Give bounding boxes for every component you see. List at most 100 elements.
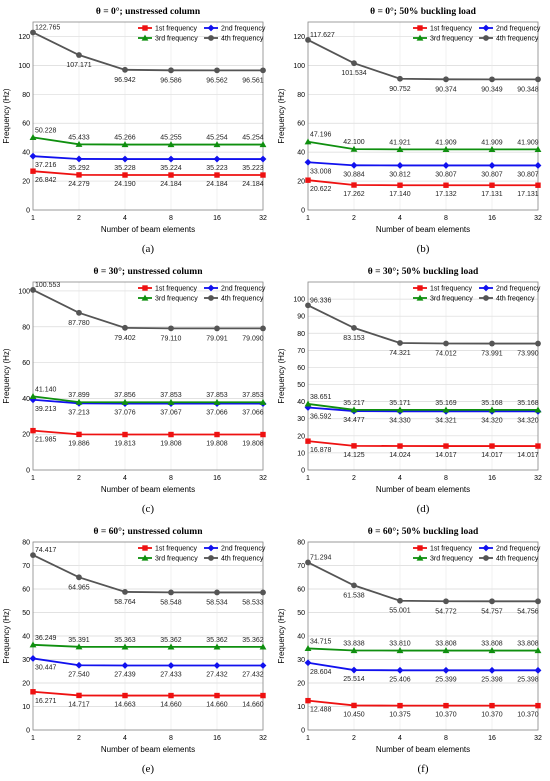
legend-label: 2nd frequency <box>221 26 266 33</box>
x-tick-label: 32 <box>534 215 542 222</box>
y-tick-label: 120 <box>18 34 30 41</box>
data-point <box>30 427 36 434</box>
x-tick-label: 16 <box>213 215 221 222</box>
data-point <box>304 659 312 667</box>
y-tick-label: 20 <box>297 179 305 186</box>
data-point <box>122 172 128 178</box>
x-tick-label: 4 <box>398 475 402 482</box>
data-label: 64.965 <box>68 584 90 591</box>
data-point <box>30 29 36 36</box>
data-label: 41.921 <box>389 139 411 146</box>
data-point <box>534 145 542 152</box>
chart-d: θ = 30°; 50% buckling load 0 10 20 30 40 50 60 7… <box>277 266 542 515</box>
series-4 <box>305 302 541 347</box>
x-tick-label: 1 <box>306 735 310 742</box>
legend-label: 1st frequency <box>155 26 198 33</box>
series-line <box>32 398 263 405</box>
chart-title: θ = 60°; unstressed column <box>93 526 203 537</box>
series-4 <box>30 552 266 596</box>
data-label: 35.362 <box>206 637 228 644</box>
data-label: 33.810 <box>389 641 411 648</box>
series-line <box>307 406 538 413</box>
data-point <box>442 406 450 413</box>
y-tick-label: 90 <box>297 314 305 321</box>
data-label: 45.254 <box>242 135 264 142</box>
y-tick-label: 20 <box>22 179 30 186</box>
data-label: 25.398 <box>481 676 503 683</box>
data-label: 45.254 <box>206 135 228 142</box>
plot-frame <box>32 21 264 211</box>
data-point <box>213 662 221 669</box>
data-point <box>214 67 220 74</box>
series-4 <box>305 559 541 605</box>
y-tick-label: 50 <box>22 610 30 617</box>
data-label: 73.990 <box>517 351 539 358</box>
chart-panel-c: θ = 30°; unstressed column 0 20 40 60 80 100 1 2… <box>0 260 275 520</box>
y-tick-label: 30 <box>297 416 305 423</box>
data-point <box>76 431 82 438</box>
y-tick-label: 0 <box>26 208 30 215</box>
panel-caption: (f) <box>418 763 429 775</box>
legend-marker <box>416 554 424 561</box>
legend-label: 1st frequency <box>430 546 473 553</box>
data-label: 24.190 <box>114 181 136 188</box>
legend-label: 4th frequency <box>221 36 264 43</box>
series-2 <box>29 655 267 669</box>
y-axis-label: Frequency (Hz) <box>2 348 11 403</box>
x-tick-label: 32 <box>259 735 267 742</box>
series-line <box>307 140 538 151</box>
data-label: 17.262 <box>343 191 365 198</box>
series-line <box>32 31 264 72</box>
legend-label: 4th frequency <box>496 556 539 563</box>
data-point <box>442 145 450 152</box>
data-label: 24.184 <box>160 181 182 188</box>
data-point <box>535 182 541 188</box>
data-label: 58.533 <box>242 599 264 606</box>
data-label: 35.171 <box>389 400 411 407</box>
data-point <box>29 655 37 662</box>
data-point <box>259 398 267 405</box>
panel-caption: (c) <box>142 503 155 515</box>
data-label: 37.066 <box>242 410 264 417</box>
series-line <box>307 403 538 411</box>
data-point <box>121 141 129 148</box>
series-line <box>32 395 263 404</box>
data-label: 107.171 <box>66 62 91 69</box>
series-1 <box>30 427 266 438</box>
data-point <box>534 666 542 674</box>
data-label: 55.001 <box>389 608 411 615</box>
data-label: 45.255 <box>160 135 182 142</box>
data-point <box>122 589 128 595</box>
data-label: 17.132 <box>435 191 457 198</box>
data-label: 54.772 <box>435 608 457 615</box>
data-label: 14.024 <box>389 452 411 459</box>
y-tick-label: 40 <box>297 634 305 641</box>
legend-marker <box>141 554 149 561</box>
data-point <box>121 155 129 163</box>
data-point <box>214 431 220 438</box>
data-point <box>76 172 82 178</box>
legend-label: 3rd frequency <box>155 556 198 563</box>
data-label: 10.375 <box>389 712 411 719</box>
x-axis-label: Number of beam elements <box>376 745 470 754</box>
data-point <box>350 406 358 413</box>
data-label: 34.320 <box>481 417 503 424</box>
series-line <box>32 690 263 697</box>
data-point <box>214 172 220 178</box>
legend-label: 2nd frequency <box>496 546 541 553</box>
data-label: 83.153 <box>343 335 365 342</box>
x-axis-label: Number of beam elements <box>376 485 470 494</box>
x-tick-label: 8 <box>444 475 448 482</box>
data-label: 35.224 <box>160 165 182 172</box>
data-point <box>167 155 175 163</box>
legend-label: 3rd frequency <box>430 296 473 303</box>
data-label: 41.909 <box>517 139 539 146</box>
legend-marker <box>483 35 489 41</box>
data-label: 16.271 <box>35 698 57 705</box>
y-tick-label: 0 <box>301 208 305 215</box>
legend-label: 4th frequency <box>496 36 539 43</box>
data-point <box>396 647 404 654</box>
x-tick-label: 4 <box>398 215 402 222</box>
data-label: 71.294 <box>310 554 332 561</box>
data-label: 45.266 <box>114 135 136 142</box>
